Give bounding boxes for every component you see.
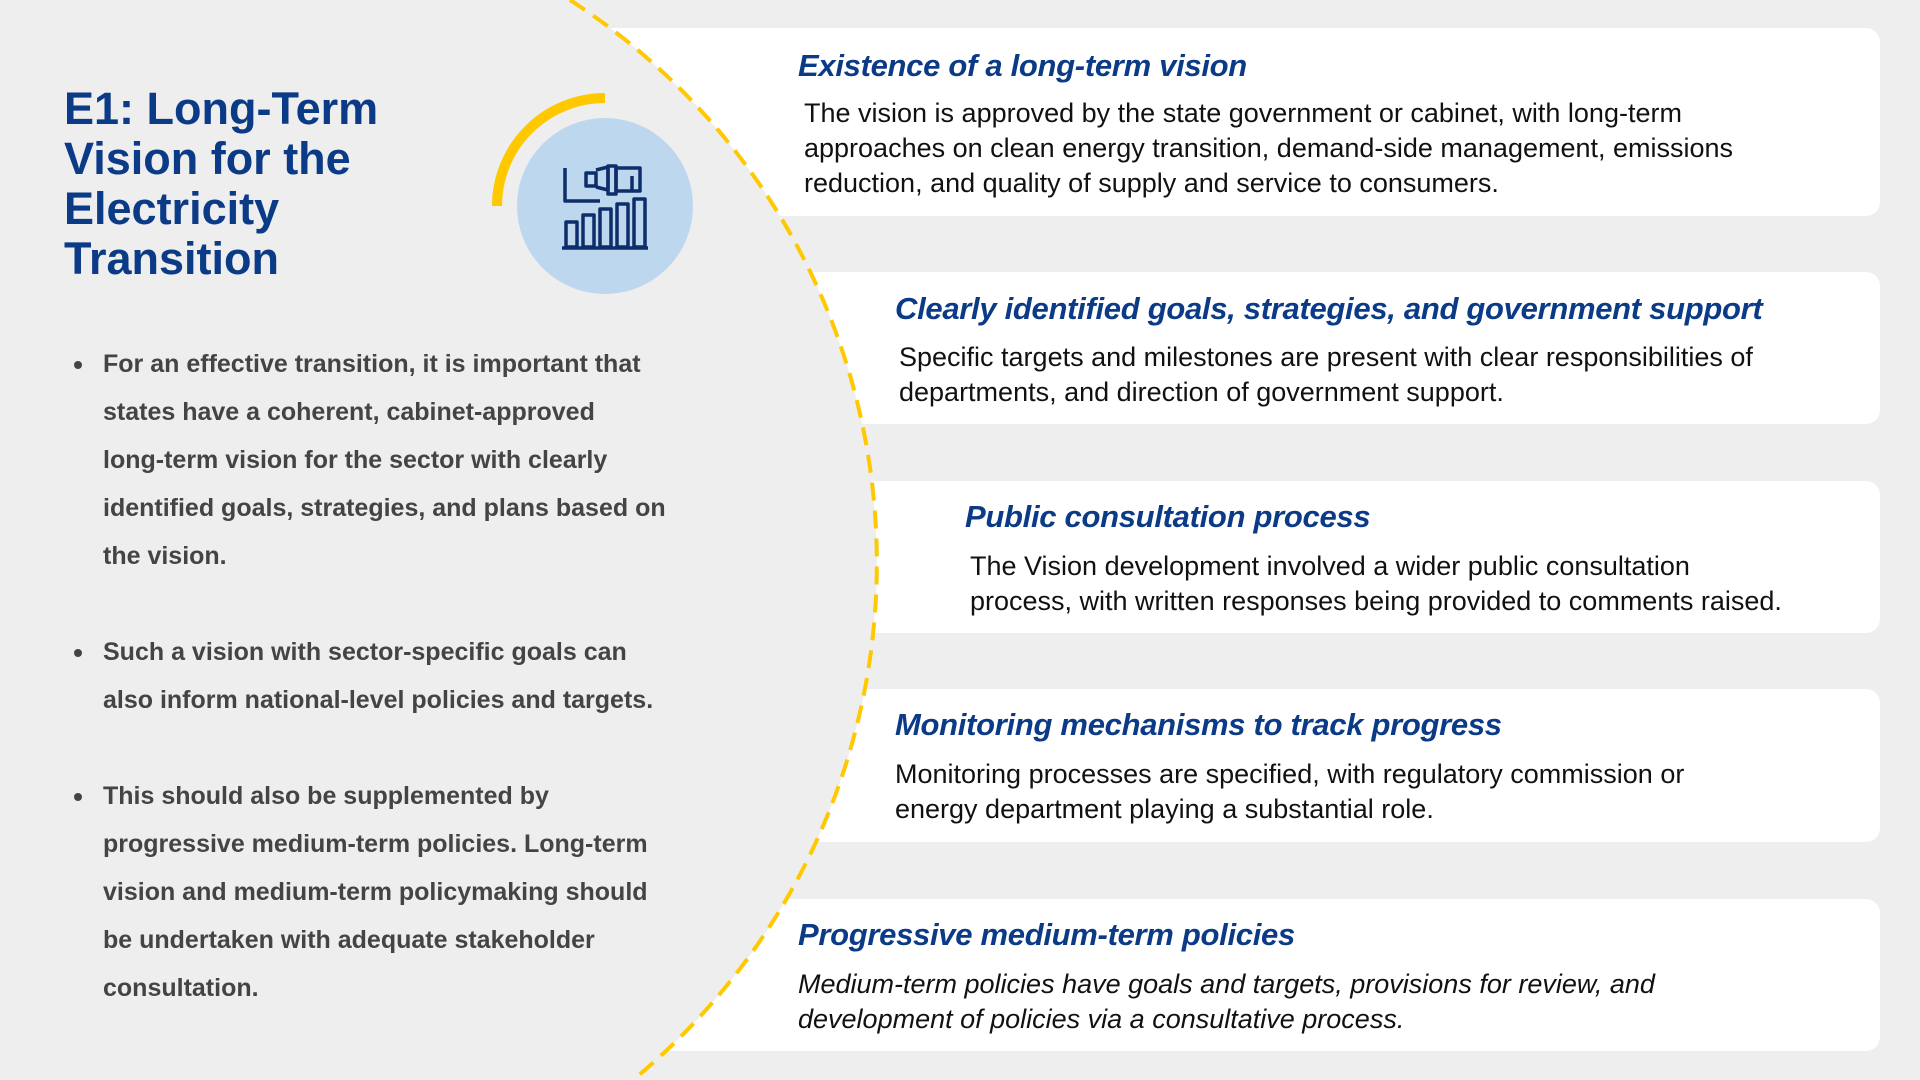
bullet-line: be undertaken with adequate stakeholder [103, 926, 595, 954]
bullet-list: For an effective transition, it is impor… [70, 340, 666, 1012]
bullet-item: For an effective transition, it is impor… [70, 340, 666, 580]
card-line: energy department playing a substantial … [895, 794, 1434, 824]
card-line: Medium-term policies have goals and targ… [798, 969, 1655, 999]
card-line: process, with written responses being pr… [970, 586, 1782, 616]
card-body: Specific targets and milestones are pres… [899, 340, 1753, 410]
binoculars-bar-chart-icon [492, 93, 693, 294]
bullet-line: Such a vision with sector-specific goals… [103, 638, 627, 666]
card-body: Monitoring processes are specified, with… [895, 757, 1684, 827]
card-line: The vision is approved by the state gove… [804, 98, 1682, 128]
card-line: Monitoring processes are specified, with… [895, 759, 1685, 789]
bullet-line: the vision. [103, 542, 227, 570]
card-body: The Vision development involved a wider … [970, 549, 1782, 619]
card-title: Clearly identified goals, strategies, an… [895, 291, 1763, 326]
card-line: reduction, and quality of supply and ser… [804, 168, 1499, 198]
card-line: Specific targets and milestones are pres… [899, 342, 1753, 372]
title-line: Electricity [64, 183, 280, 234]
bullet-line: long-term vision for the sector with cle… [103, 446, 608, 474]
title-line: Vision for the [64, 133, 351, 184]
bullet-line: This should also be supplemented by [103, 782, 549, 810]
title-line: Transition [64, 233, 280, 284]
bullet-line: progressive medium-term policies. Long-t… [103, 830, 648, 858]
card-body: Medium-term policies have goals and targ… [798, 967, 1655, 1037]
card-line: development of policies via a consultati… [798, 1004, 1405, 1034]
card-line: The Vision development involved a wider … [970, 551, 1690, 581]
bullet-line: also inform national-level policies and … [103, 686, 654, 714]
title-line: E1: Long-Term [64, 83, 379, 134]
card-title: Monitoring mechanisms to track progress [895, 707, 1502, 742]
card-line: approaches on clean energy transition, d… [804, 133, 1734, 163]
bullet-line: For an effective transition, it is impor… [103, 350, 641, 378]
bullet-item: This should also be supplemented by prog… [70, 772, 666, 1012]
bullet-line: identified goals, strategies, and plans … [103, 494, 666, 522]
card-title: Progressive medium-term policies [798, 917, 1295, 952]
bullet-line: consultation. [103, 974, 259, 1002]
card-line: departments, and direction of government… [899, 377, 1504, 407]
bullet-line: states have a coherent, cabinet-approved [103, 398, 595, 426]
page-title: E1: Long-Term Vision for the Electricity… [64, 84, 378, 284]
bullet-item: Such a vision with sector-specific goals… [70, 628, 666, 724]
card-title: Public consultation process [965, 499, 1371, 534]
card-title: Existence of a long-term vision [798, 48, 1247, 83]
card-body: The vision is approved by the state gove… [804, 96, 1733, 201]
bullet-line: vision and medium-term policymaking shou… [103, 878, 648, 906]
